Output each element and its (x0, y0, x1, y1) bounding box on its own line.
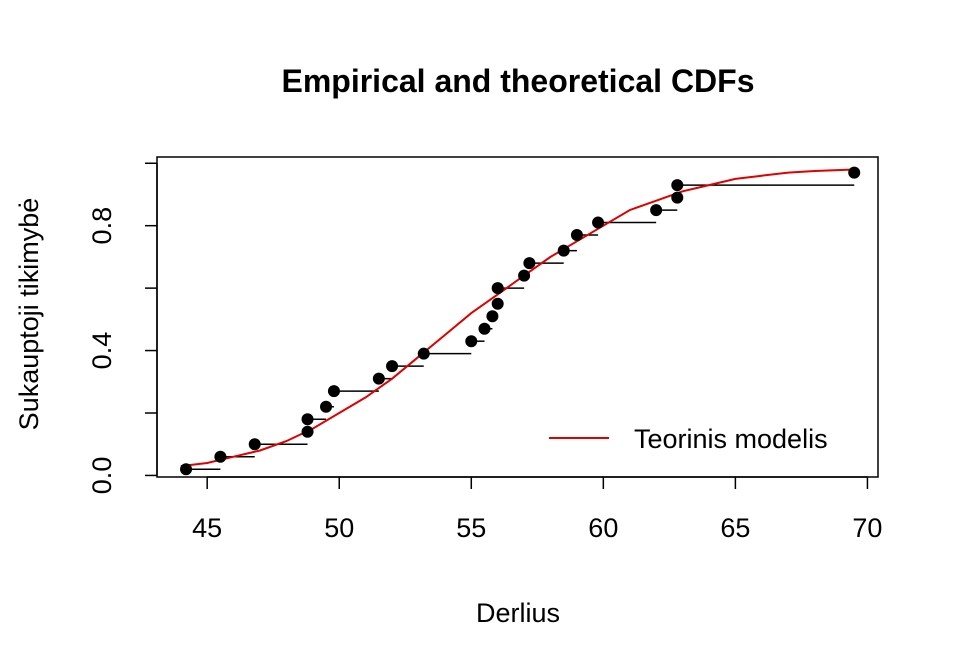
ecdf-point (180, 463, 193, 476)
y-tick-label: 0.0 (87, 457, 117, 495)
ecdf-point (320, 400, 333, 413)
x-tick-label: 50 (324, 513, 354, 543)
ecdf-point (523, 257, 536, 270)
ecdf-point (214, 450, 227, 463)
x-tick-label: 55 (456, 513, 486, 543)
chart-title: Empirical and theoretical CDFs (281, 63, 754, 99)
ecdf-point (491, 282, 504, 295)
ecdf-point (650, 204, 663, 217)
ecdf-point (671, 191, 684, 204)
ecdf-point (248, 438, 261, 451)
ecdf-point (557, 244, 570, 257)
legend: Teorinis modelis (549, 424, 828, 454)
x-tick-label: 70 (852, 513, 882, 543)
legend-label-theoretical: Teorinis modelis (634, 424, 828, 454)
x-tick-label: 60 (588, 513, 618, 543)
plot-area (180, 166, 861, 476)
ecdf-point (417, 347, 430, 360)
y-tick-label: 0.4 (87, 332, 117, 370)
x-tick-label: 45 (192, 513, 222, 543)
ecdf-point (518, 269, 531, 282)
y-axis-label: Sukauptoji tikimybė (14, 198, 44, 431)
ecdf-point (301, 425, 314, 438)
ecdf-point (491, 297, 504, 310)
ecdf-point (671, 179, 684, 192)
theoretical-cdf-line (180, 168, 855, 468)
y-tick-label: 0.8 (87, 207, 117, 245)
ecdf-point (478, 322, 491, 335)
ecdf-point (386, 360, 399, 373)
x-axis: 45 50 55 60 65 70 (192, 476, 882, 543)
y-axis: 0.0 0.4 0.8 (87, 162, 158, 495)
ecdf-point (570, 229, 583, 242)
x-axis-label: Derlius (476, 598, 560, 628)
ecdf-point (327, 385, 340, 398)
ecdf-point (301, 413, 314, 426)
ecdf-point (592, 216, 605, 229)
ecdf-point (372, 372, 385, 385)
ecdf-point (486, 310, 499, 323)
ecdf-point (465, 335, 478, 348)
ecdf-point (848, 166, 861, 179)
x-tick-label: 65 (720, 513, 750, 543)
